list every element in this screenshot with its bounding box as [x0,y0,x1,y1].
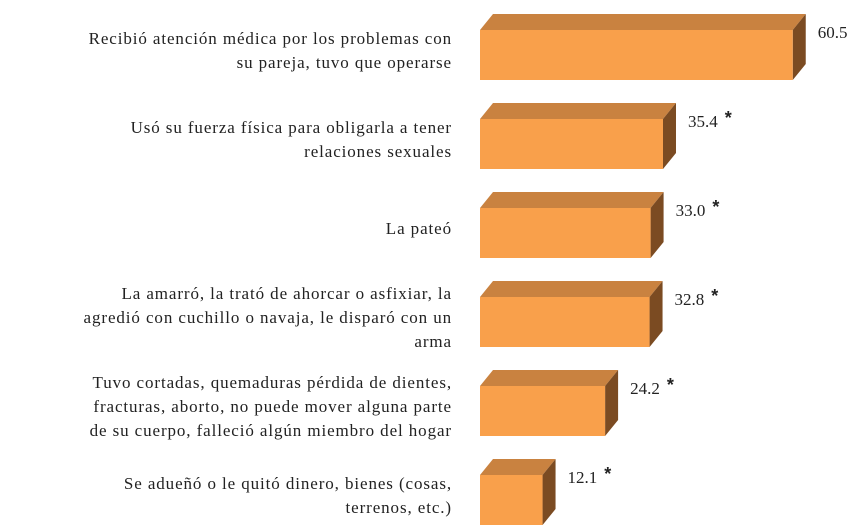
category-label-line: agredió con cuchillo o navaja, le dispar… [83,308,452,327]
category-label-line: Recibió atención médica por los problema… [88,29,452,48]
value-label: 33.0 [676,201,706,220]
bar-top [480,103,676,119]
category-label: Recibió atención médica por los problema… [0,27,452,75]
bar [480,119,663,169]
bar-side [792,14,806,80]
bar [480,208,651,258]
value-label: 35.4 [688,112,718,131]
value-label: 24.2 [630,379,660,398]
category-label-line: arma [414,332,452,351]
value-label: 12.1 [568,468,598,487]
bar [480,297,650,347]
bar-top [480,281,663,297]
category-label: Se adueñó o le quitó dinero, bienes (cos… [0,472,452,520]
significance-marker: * [667,375,674,395]
value-label: 60.5 [818,23,848,42]
significance-marker: * [725,108,732,128]
category-label-line: La pateó [385,219,452,238]
bar [480,30,793,80]
category-label-line: relaciones sexuales [304,142,452,161]
category-label-line: La amarró, la trató de ahorcar o asfixia… [121,284,452,303]
category-label: La pateó [0,217,452,241]
bar-side [662,103,676,169]
bar-top [480,459,556,475]
bar-side [650,192,664,258]
bar-top [480,370,619,386]
category-label-line: terrenos, etc.) [345,498,452,517]
significance-marker: * [604,464,611,484]
bar [480,475,543,525]
category-label-line: fracturas, aborto, no puede mover alguna… [93,397,452,416]
bar-side [649,281,663,347]
bar [480,386,606,436]
bar-side [605,370,619,436]
significance-marker: * [712,197,719,217]
category-label-line: Usó su fuerza física para obligarla a te… [130,118,452,137]
significance-marker: * [711,286,718,306]
bar-top [480,14,806,30]
category-label-line: de su cuerpo, falleció algún miembro del… [89,421,452,440]
value-label: 32.8 [675,290,705,309]
category-label-line: Tuvo cortadas, quemaduras pérdida de die… [92,373,452,392]
category-label: Tuvo cortadas, quemaduras pérdida de die… [0,371,452,443]
category-label: Usó su fuerza física para obligarla a te… [0,116,452,164]
category-label: La amarró, la trató de ahorcar o asfixia… [0,282,452,354]
category-label-line: Se adueñó o le quitó dinero, bienes (cos… [123,474,452,493]
category-label-line: su pareja, tuvo que operarse [236,53,452,72]
bar-top [480,192,664,208]
bar-side [542,459,556,525]
